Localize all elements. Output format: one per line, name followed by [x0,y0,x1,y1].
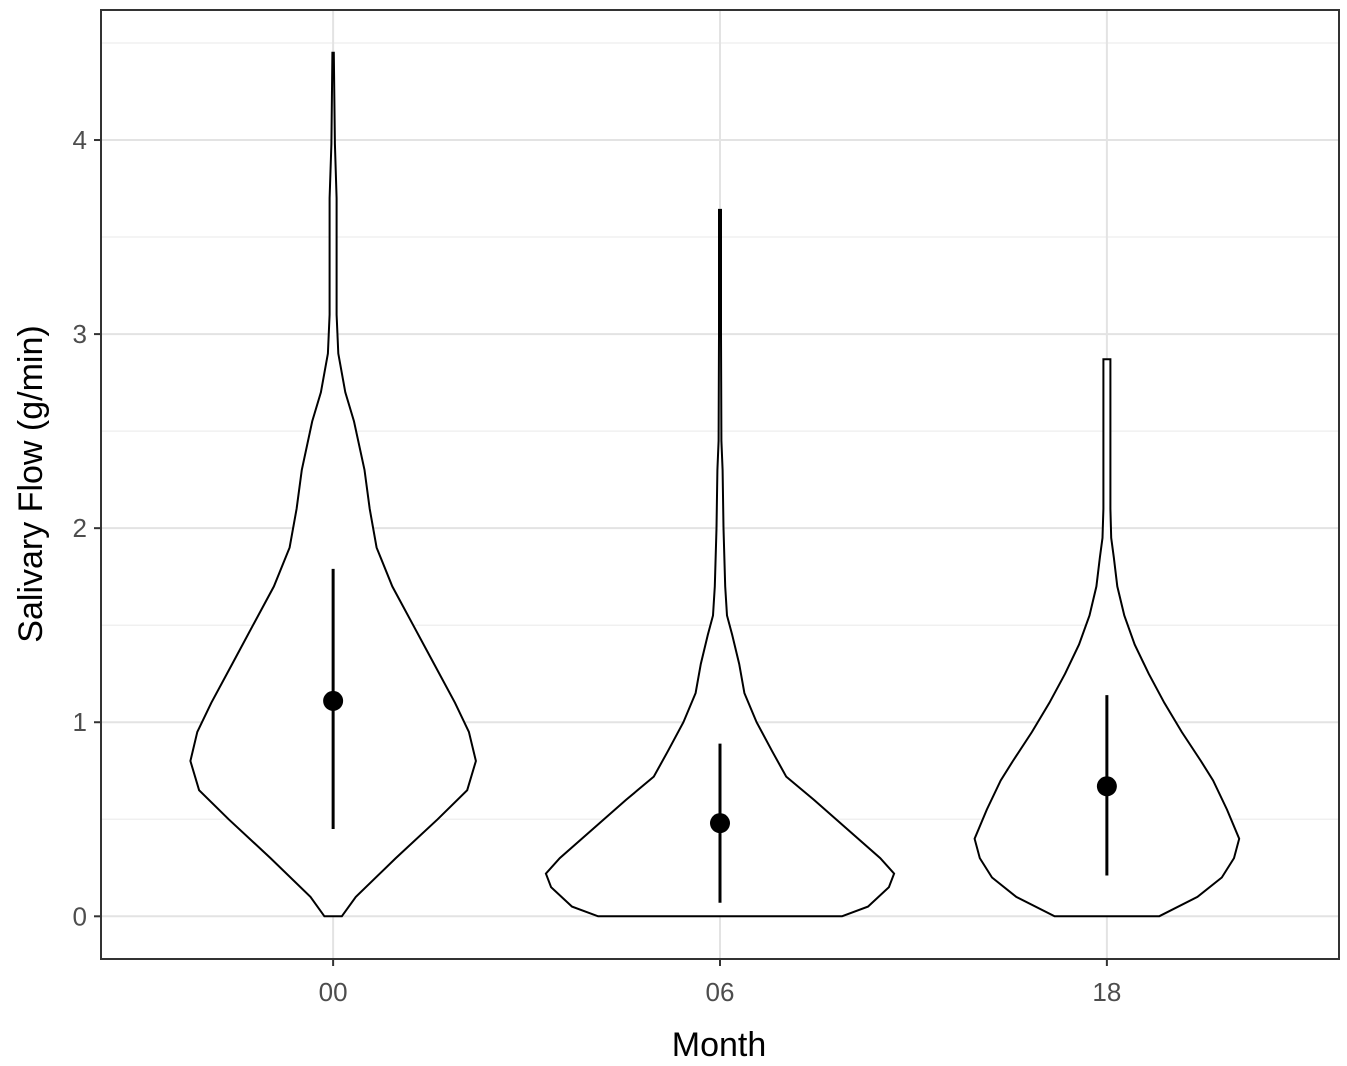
y-tick-label: 1 [73,707,87,737]
x-tick-label: 00 [319,977,348,1007]
y-axis: 0 1 2 3 4 [73,125,101,931]
y-axis-title: Salivary Flow (g/min) [12,325,50,642]
violin-06 [544,208,896,918]
x-axis-title: Month [672,1026,767,1064]
y-tick-label: 3 [73,319,87,349]
x-axis: 00 06 18 [319,959,1121,1007]
violins [189,51,1241,918]
x-tick-label: 18 [1092,977,1121,1007]
mean-point-06 [710,813,730,834]
violin-18 [973,358,1241,918]
x-tick-label: 06 [706,977,735,1007]
violin-00 [189,51,477,918]
y-tick-label: 0 [73,901,87,931]
y-tick-label: 4 [73,125,87,155]
y-tick-label: 2 [73,513,87,543]
mean-point-00 [323,690,344,711]
mean-point-18 [1096,776,1117,797]
